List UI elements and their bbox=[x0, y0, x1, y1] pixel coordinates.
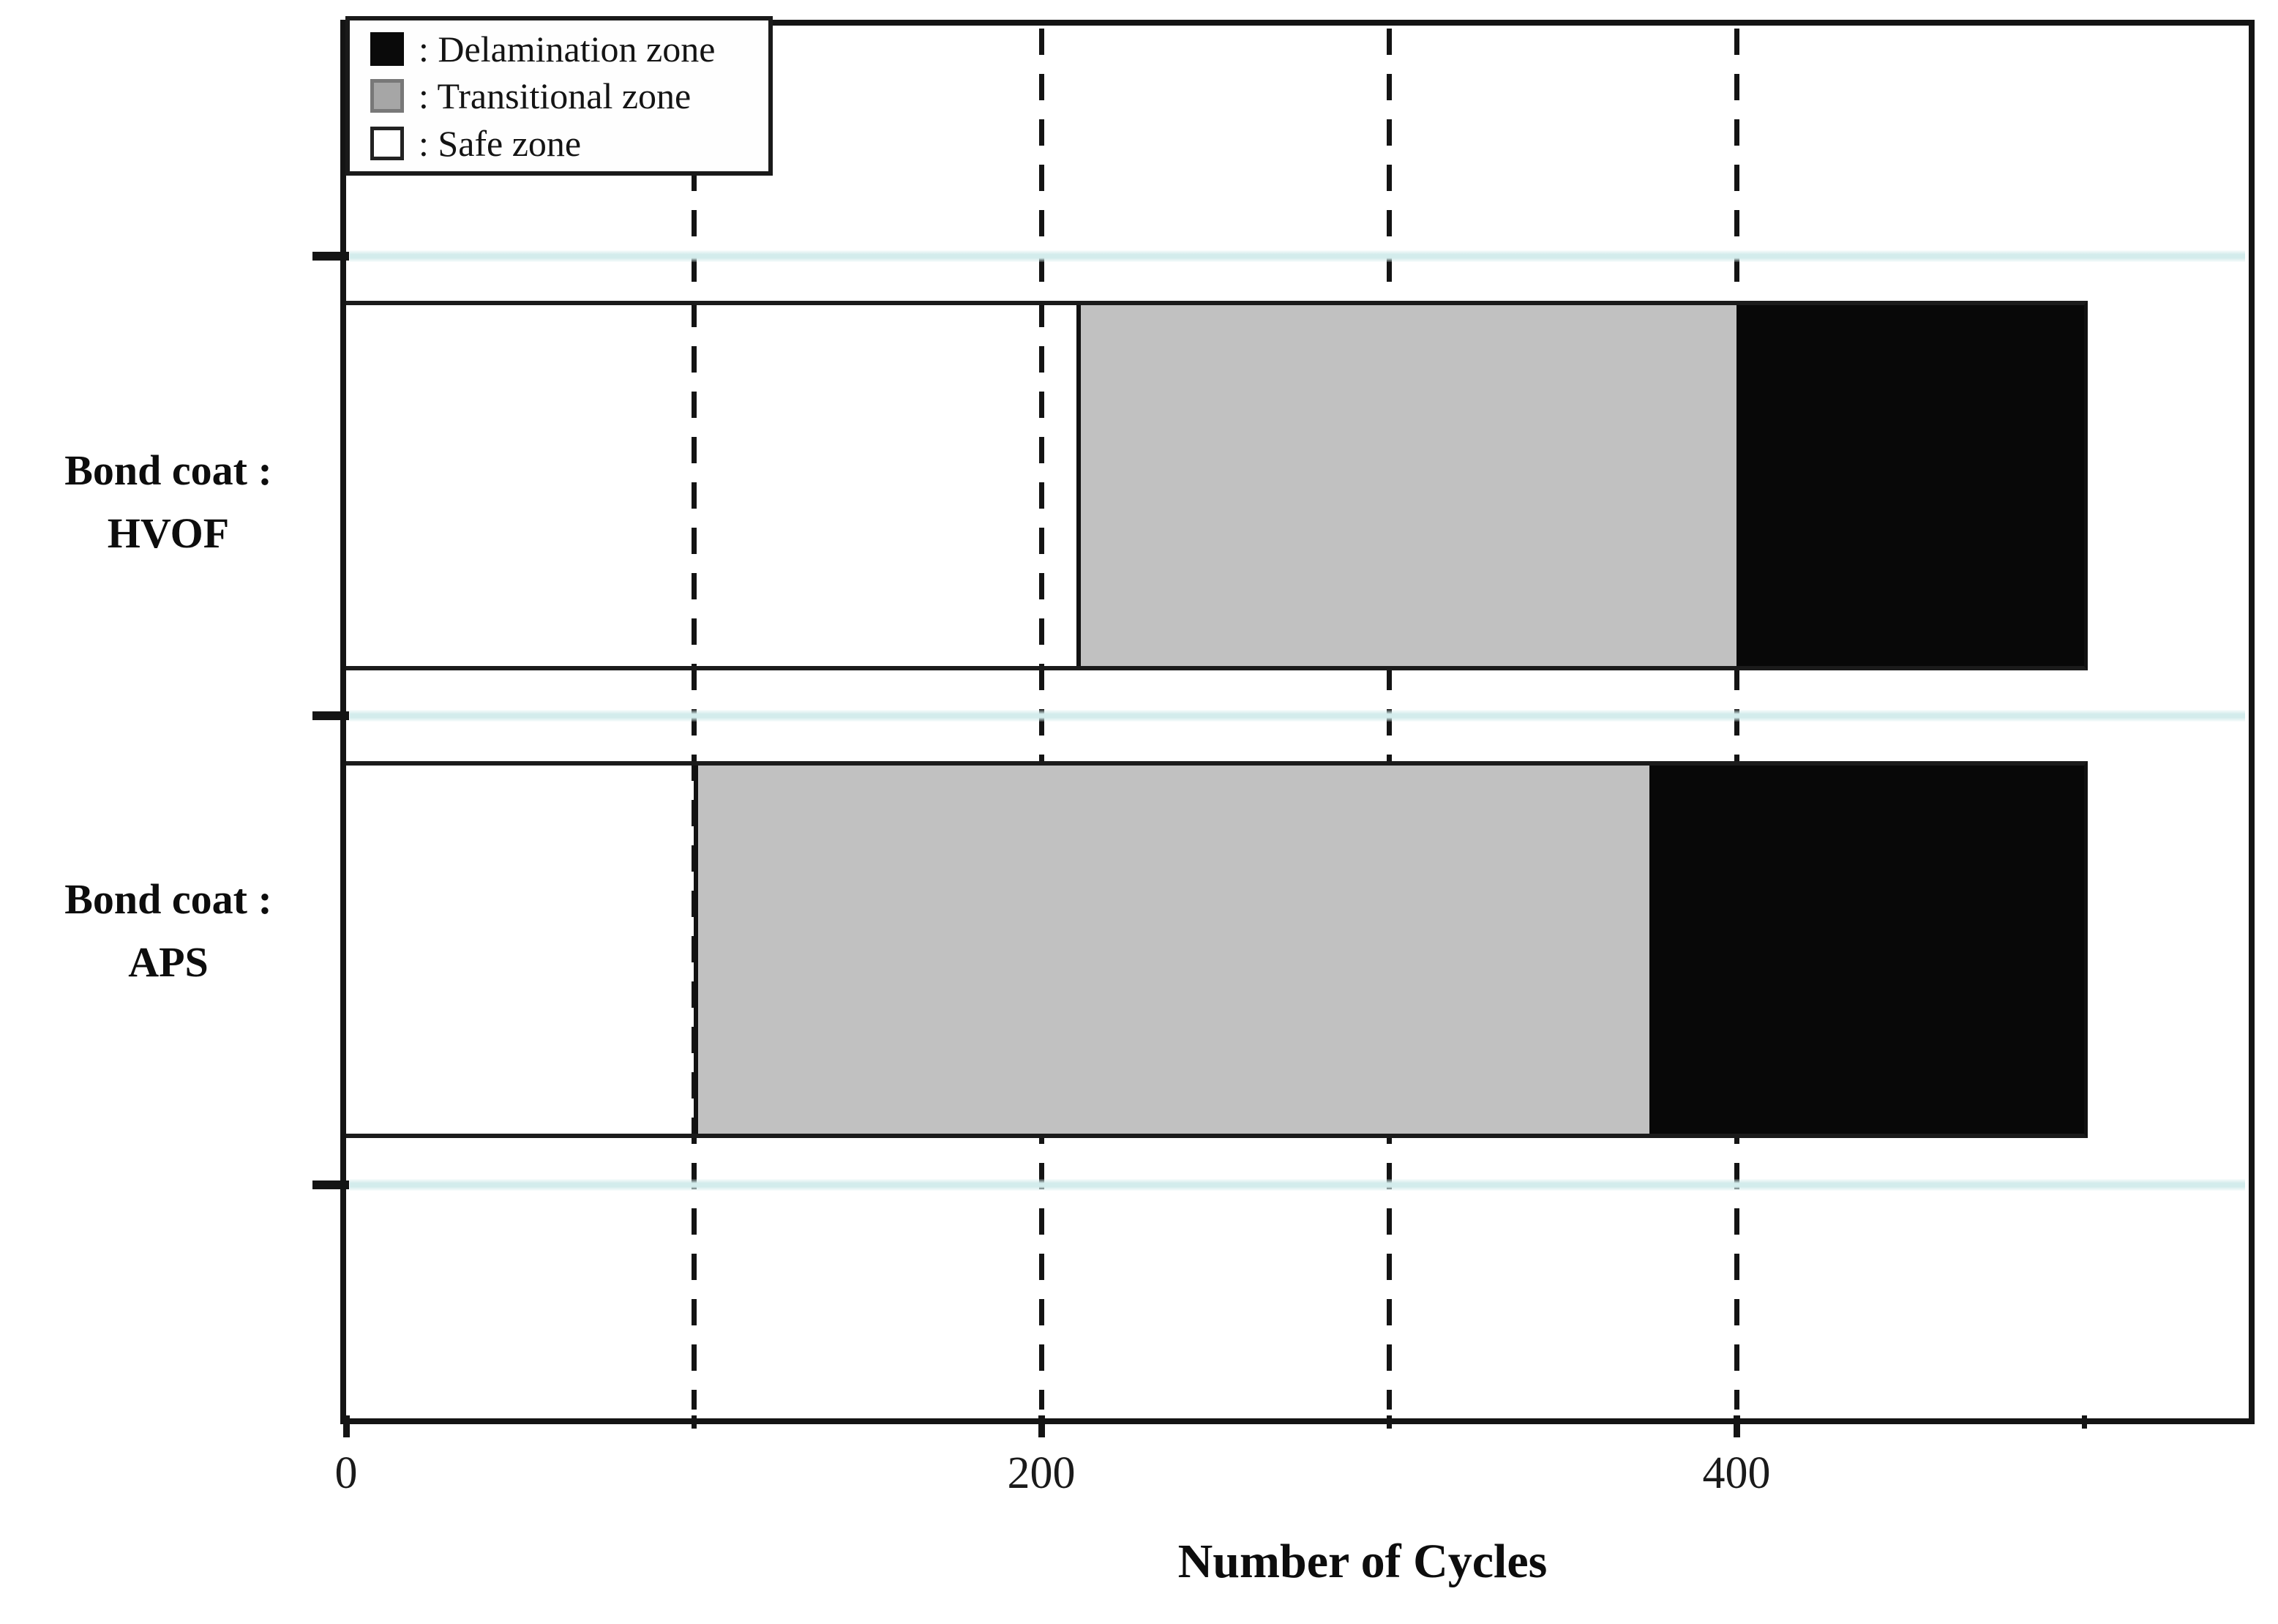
transitional-swatch-icon bbox=[370, 79, 404, 113]
safe-swatch-icon bbox=[370, 126, 404, 160]
legend-item-delamination: : Delamination zone bbox=[350, 27, 768, 71]
legend-item-transitional: : Transitional zone bbox=[350, 74, 768, 118]
y-axis-tick-0 bbox=[312, 252, 349, 261]
category-label-hvof: Bond coat : HVOF bbox=[0, 439, 337, 565]
bar-hvof bbox=[346, 301, 2088, 670]
x-axis-minor-tick-500 bbox=[2082, 1415, 2087, 1429]
category-label-aps-line2: APS bbox=[128, 938, 209, 986]
x-axis-title: Number of Cycles bbox=[1177, 1535, 1548, 1588]
x-tick-label-200: 200 bbox=[1007, 1448, 1076, 1498]
category-label-hvof-line2: HVOF bbox=[107, 509, 230, 557]
legend: : Delamination zone : Transitional zone … bbox=[345, 16, 773, 176]
bar-hvof-segment-delamination-zone bbox=[1736, 305, 2084, 666]
x-axis-major-tick-200 bbox=[1038, 1415, 1045, 1437]
delamination-swatch-icon bbox=[370, 31, 404, 66]
category-label-aps-line1: Bond coat : bbox=[64, 875, 272, 923]
x-tick-label-400: 400 bbox=[1702, 1448, 1771, 1498]
x-axis-minor-tick-300 bbox=[1387, 1415, 1392, 1429]
bar-aps bbox=[346, 761, 2088, 1138]
category-separator-line-1 bbox=[350, 710, 2245, 722]
x-axis-major-tick-0 bbox=[343, 1415, 350, 1437]
legend-label-transitional: : Transitional zone bbox=[419, 75, 692, 116]
category-separator-line-2 bbox=[350, 1179, 2245, 1191]
bar-hvof-segment-transitional-zone bbox=[1076, 305, 1737, 666]
category-label-aps: Bond coat : APS bbox=[0, 868, 337, 994]
plot-area bbox=[340, 20, 2255, 1424]
y-axis-tick-2 bbox=[312, 1180, 349, 1189]
x-tick-label-0: 0 bbox=[334, 1448, 358, 1498]
y-axis-tick-1 bbox=[312, 711, 349, 720]
bar-aps-segment-delamination-zone bbox=[1649, 766, 2084, 1134]
legend-item-safe: : Safe zone bbox=[350, 121, 768, 165]
legend-label-safe: : Safe zone bbox=[419, 122, 582, 164]
bar-aps-segment-transitional-zone bbox=[694, 766, 1649, 1134]
x-axis-major-tick-400 bbox=[1734, 1415, 1740, 1437]
category-label-hvof-line1: Bond coat : bbox=[64, 446, 272, 494]
category-separator-line-0 bbox=[350, 250, 2245, 262]
x-axis-minor-tick-100 bbox=[692, 1415, 697, 1429]
legend-label-delamination: : Delamination zone bbox=[419, 28, 716, 70]
